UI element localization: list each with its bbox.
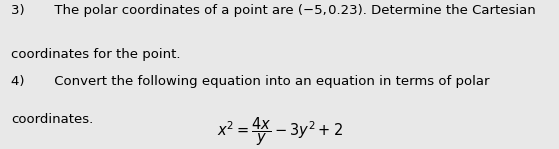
Text: coordinates.: coordinates. [11,113,93,126]
Text: 3)       The polar coordinates of a point are (−5, 0.23). Determine the Cartesia: 3) The polar coordinates of a point are … [11,4,536,17]
Text: coordinates for the point.: coordinates for the point. [11,48,181,61]
Text: 4)       Convert the following equation into an equation in terms of polar: 4) Convert the following equation into a… [11,74,490,87]
Text: $x^2 = \dfrac{4x}{y} - 3y^2 + 2$: $x^2 = \dfrac{4x}{y} - 3y^2 + 2$ [216,115,343,148]
